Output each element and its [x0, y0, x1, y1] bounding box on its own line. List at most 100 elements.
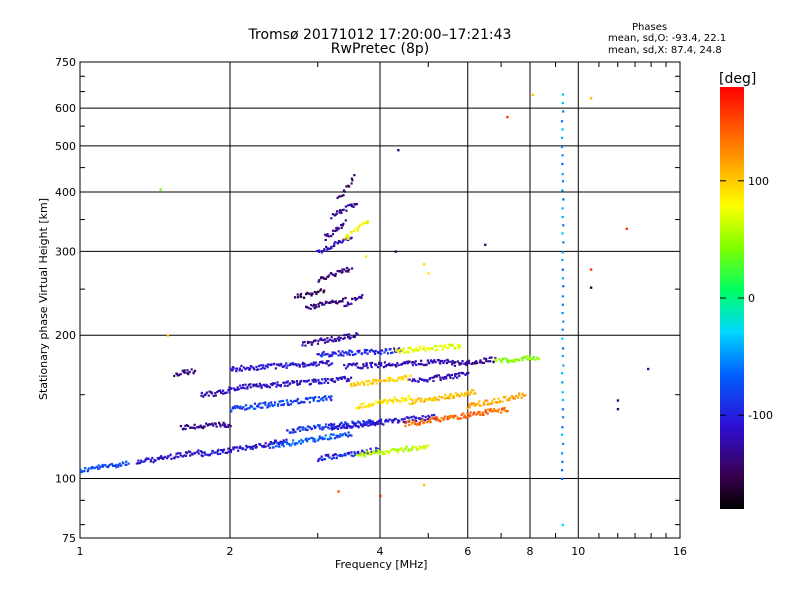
- data-point: [366, 366, 369, 369]
- data-point: [206, 423, 210, 426]
- data-point: [357, 421, 360, 424]
- data-point: [365, 423, 368, 426]
- data-point: [375, 449, 378, 452]
- data-point: [354, 226, 358, 229]
- data-point: [448, 397, 451, 400]
- data-point: [367, 403, 370, 406]
- data-point: [354, 296, 357, 300]
- data-point: [452, 377, 455, 380]
- data-point: [280, 442, 283, 445]
- data-point: [375, 379, 378, 382]
- data-point: [345, 266, 349, 270]
- data-point: [181, 455, 184, 458]
- data-point: [329, 272, 332, 275]
- data-point: [352, 382, 355, 385]
- data-point: [186, 452, 189, 455]
- data-point: [409, 449, 412, 452]
- data-point: [312, 399, 315, 402]
- data-point: [394, 250, 398, 253]
- data-point: [480, 361, 484, 364]
- data-point: [392, 379, 395, 383]
- data-point: [491, 402, 494, 405]
- data-point: [344, 270, 348, 273]
- data-point: [97, 464, 100, 467]
- data-point: [561, 337, 564, 340]
- data-point: [413, 378, 416, 381]
- data-point: [331, 232, 335, 236]
- data-point: [323, 437, 326, 440]
- data-point: [285, 399, 288, 402]
- data-point: [561, 101, 564, 105]
- data-point: [312, 397, 315, 401]
- data-point: [561, 295, 564, 298]
- data-point: [469, 414, 472, 417]
- data-point: [346, 302, 350, 306]
- data-point: [298, 364, 301, 367]
- data-point: [414, 416, 418, 419]
- data-point: [336, 337, 339, 340]
- data-point: [431, 399, 434, 402]
- data-point: [349, 336, 352, 339]
- data-point: [396, 398, 399, 401]
- data-point: [408, 378, 411, 381]
- data-point: [476, 412, 479, 415]
- data-point: [327, 360, 330, 363]
- data-point: [409, 346, 412, 349]
- data-point: [278, 400, 281, 403]
- data-point: [327, 340, 330, 343]
- data-point: [259, 402, 262, 405]
- data-point: [444, 376, 447, 379]
- data-point: [360, 423, 363, 427]
- data-point: [308, 396, 312, 399]
- data-point: [472, 389, 475, 392]
- data-point: [154, 459, 157, 462]
- data-point: [382, 423, 385, 426]
- data-point: [157, 458, 160, 461]
- data-point: [241, 407, 244, 410]
- data-point: [326, 233, 329, 236]
- data-point: [275, 441, 278, 444]
- data-point: [310, 304, 313, 307]
- data-point: [423, 445, 426, 448]
- data-point: [332, 433, 335, 436]
- data-point: [343, 268, 346, 271]
- data-point: [432, 397, 435, 400]
- data-point: [337, 425, 341, 428]
- data-point: [323, 338, 327, 341]
- data-point: [495, 400, 499, 404]
- data-point: [336, 454, 339, 457]
- data-point: [414, 346, 418, 350]
- data-point: [225, 425, 228, 429]
- data-point: [268, 446, 271, 449]
- data-point: [418, 346, 422, 349]
- data-point: [528, 355, 531, 358]
- data-point: [474, 361, 477, 364]
- data-point: [331, 428, 334, 431]
- data-point: [331, 213, 335, 216]
- data-point: [324, 425, 327, 428]
- data-point: [562, 241, 565, 244]
- data-point: [80, 470, 83, 474]
- data-point: [186, 369, 189, 372]
- data-point: [354, 422, 358, 425]
- data-point: [343, 426, 346, 429]
- data-point: [303, 401, 306, 404]
- data-point: [217, 389, 220, 393]
- data-point: [383, 452, 387, 455]
- data-point: [234, 388, 237, 391]
- data-point: [127, 462, 130, 465]
- data-point: [513, 397, 516, 400]
- data-point: [318, 424, 321, 427]
- data-point: [346, 301, 349, 304]
- data-point: [397, 421, 400, 424]
- data-point: [338, 195, 342, 198]
- data-point: [277, 403, 280, 406]
- data-point: [306, 428, 309, 432]
- data-point: [342, 222, 345, 225]
- data-point: [425, 398, 428, 401]
- data-point: [318, 361, 322, 364]
- data-point: [378, 450, 381, 453]
- data-point: [500, 411, 503, 414]
- data-point: [179, 424, 182, 428]
- data-point: [505, 410, 508, 413]
